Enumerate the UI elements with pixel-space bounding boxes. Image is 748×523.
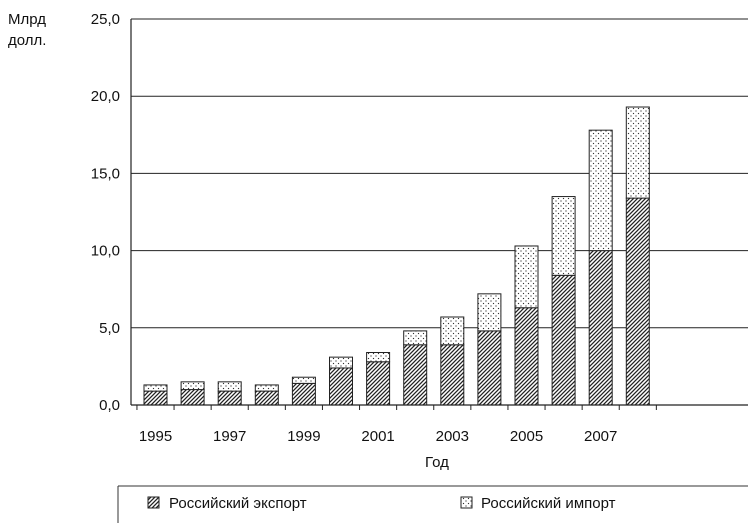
y-tick-label: 20,0 <box>91 88 120 105</box>
bars <box>143 106 650 406</box>
x-tick-label: 1995 <box>139 428 172 445</box>
bar-export <box>588 250 613 406</box>
bar-import <box>588 129 613 252</box>
bar-import <box>180 381 205 391</box>
axes: 0,0 5,0 10,0 15,0 20,0 25,0 1995 1997 1999 2001 20… <box>91 11 748 445</box>
bar-export <box>625 197 650 406</box>
bar-import <box>440 316 465 346</box>
x-tick-label: 2001 <box>361 428 394 445</box>
bar-export <box>180 389 205 406</box>
bar-export <box>514 307 539 406</box>
bar-import <box>477 293 502 332</box>
legend-swatch-export <box>147 496 160 509</box>
y-axis-label-line-1: Млрд <box>8 11 46 28</box>
bar-import <box>217 381 242 392</box>
y-tick-label: 15,0 <box>91 165 120 182</box>
x-tick-label: 1997 <box>213 428 246 445</box>
bar-import <box>254 384 279 392</box>
legend-swatch-import <box>460 496 473 509</box>
y-axis-label-line-2: долл. <box>8 32 46 49</box>
x-tick-label: 2003 <box>436 428 469 445</box>
bar-import <box>514 245 539 309</box>
bar-export <box>217 390 242 406</box>
bar-export <box>403 344 428 406</box>
bar-export <box>551 274 576 406</box>
x-tick-label: 2005 <box>510 428 543 445</box>
bar-import <box>403 330 428 346</box>
bar-export <box>329 367 353 406</box>
legend-label-import: Российский импорт <box>481 495 616 512</box>
bar-import <box>291 376 316 384</box>
bar-import <box>329 356 353 369</box>
bar-import <box>625 106 650 199</box>
y-tick-label: 10,0 <box>91 243 120 260</box>
y-tick-label: 5,0 <box>99 320 120 337</box>
y-tick-label: 0,0 <box>99 397 120 414</box>
bar-export <box>143 390 168 406</box>
legend-label-export: Российский экспорт <box>169 495 307 512</box>
gridlines <box>131 18 748 329</box>
legend: Российский экспорт Российский импорт <box>117 485 748 523</box>
bar-import <box>143 384 168 392</box>
bar-export <box>254 390 279 406</box>
bar-export <box>366 361 391 406</box>
bar-import <box>366 352 391 363</box>
x-axis-label: Год <box>425 454 449 471</box>
y-tick-label: 25,0 <box>91 11 120 28</box>
x-tick-label: 1999 <box>287 428 320 445</box>
bar-export <box>440 344 465 406</box>
x-tick-label: 2007 <box>584 428 617 445</box>
bar-import <box>551 196 576 276</box>
bar-export <box>291 382 316 406</box>
bar-export <box>477 330 502 406</box>
